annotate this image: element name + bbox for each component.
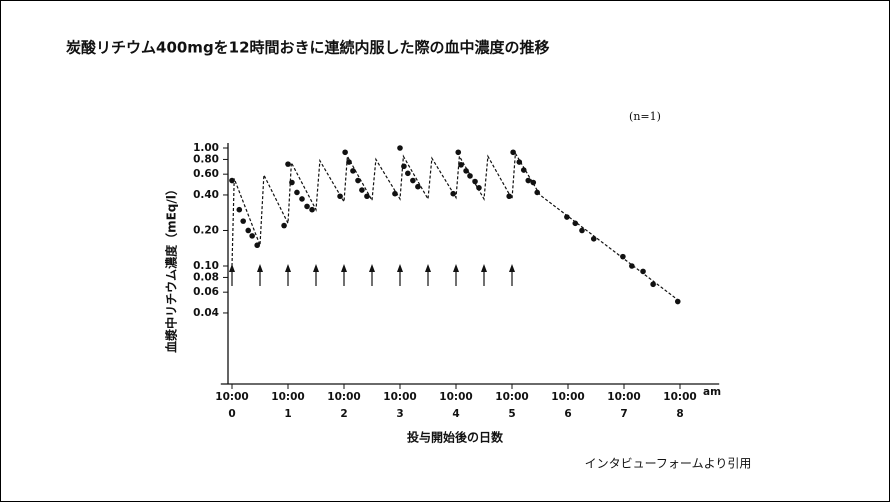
data-point xyxy=(240,218,246,224)
data-point xyxy=(640,268,646,275)
source-note: インタビューフォームより引用 xyxy=(585,457,752,471)
x-tick-label: 1 xyxy=(284,408,291,420)
data-point xyxy=(254,242,260,249)
data-point xyxy=(309,206,315,213)
data-point xyxy=(510,149,516,156)
x-tick-time-label: 10:00 xyxy=(383,391,416,403)
y-tick-label: 1.00 xyxy=(193,142,219,154)
y-tick-label: 0.80 xyxy=(193,153,219,165)
dose-arrow-head xyxy=(397,264,403,272)
data-point xyxy=(415,183,421,190)
dose-arrow-head xyxy=(285,264,291,272)
data-point xyxy=(476,184,482,191)
y-tick-label: 0.06 xyxy=(193,286,219,298)
x-unit-label: am xyxy=(703,386,721,398)
data-point xyxy=(674,298,681,305)
data-point xyxy=(249,233,255,239)
x-tick-time-label: 10:00 xyxy=(439,391,472,403)
data-point xyxy=(530,179,537,186)
dose-arrow-head xyxy=(425,264,431,272)
chart-title: 炭酸リチウム400mgを12時間おきに連続内服した際の血中濃度の推移 xyxy=(66,39,550,57)
x-tick-time-label: 10:00 xyxy=(215,391,248,403)
dose-arrow-head xyxy=(341,264,347,272)
y-tick-label: 0.10 xyxy=(193,260,219,272)
data-point xyxy=(650,281,656,288)
data-point xyxy=(410,177,416,184)
data-point xyxy=(299,196,305,202)
data-point xyxy=(355,177,361,184)
x-tick-time-label: 10:00 xyxy=(495,391,528,403)
data-point xyxy=(401,163,407,170)
data-point xyxy=(579,227,585,234)
data-point xyxy=(236,206,243,213)
x-tick-time-label: 10:00 xyxy=(551,391,584,403)
data-point xyxy=(590,236,597,242)
x-tick-time-label: 10:00 xyxy=(327,391,360,403)
data-point xyxy=(564,214,570,220)
x-tick-label: 8 xyxy=(676,408,683,420)
data-point xyxy=(285,161,291,167)
x-tick-label: 4 xyxy=(452,408,459,420)
data-point xyxy=(467,173,473,179)
y-tick-label: 0.40 xyxy=(193,189,219,201)
data-point xyxy=(463,168,469,174)
data-point xyxy=(516,159,523,165)
y-tick-label: 0.04 xyxy=(193,307,219,319)
data-point xyxy=(472,178,478,185)
data-point xyxy=(572,220,579,227)
dose-arrow-head xyxy=(313,264,319,272)
data-point xyxy=(350,168,356,174)
y-tick-label: 0.20 xyxy=(193,224,219,236)
data-point xyxy=(346,159,352,165)
data-point xyxy=(392,190,398,197)
data-point xyxy=(455,149,462,156)
data-point xyxy=(245,227,252,234)
y-axis-label: 血漿中リチウム濃度（mEq/l） xyxy=(164,183,179,353)
data-point xyxy=(629,263,635,269)
data-point xyxy=(337,193,343,200)
data-point xyxy=(304,203,310,210)
data-point xyxy=(458,162,464,168)
x-tick-label: 5 xyxy=(508,408,515,420)
data-point xyxy=(294,189,300,196)
data-point xyxy=(359,187,365,193)
x-tick-label: 0 xyxy=(228,408,235,420)
x-tick-time-label: 10:00 xyxy=(607,391,640,403)
data-point xyxy=(520,167,527,173)
data-point xyxy=(534,189,540,196)
y-tick-label: 0.60 xyxy=(193,168,219,180)
y-tick-label: 0.08 xyxy=(193,271,219,283)
data-point xyxy=(281,222,287,229)
data-point xyxy=(620,253,626,260)
x-tick-label: 7 xyxy=(620,408,627,420)
data-point xyxy=(525,177,532,184)
x-tick-label: 6 xyxy=(564,408,571,420)
x-tick-time-label: 10:00 xyxy=(663,391,696,403)
x-axis-label: 投与開始後の日数 xyxy=(407,430,504,445)
data-point xyxy=(405,170,411,177)
data-point xyxy=(342,149,348,156)
dose-arrow-head xyxy=(509,264,515,272)
dose-arrow-head xyxy=(369,264,375,272)
dose-arrow-head xyxy=(481,264,487,272)
sample-size-note: (n=1) xyxy=(629,110,661,123)
x-tick-time-label: 10:00 xyxy=(271,391,304,403)
data-point xyxy=(450,190,457,197)
dose-arrow-head xyxy=(453,264,459,272)
x-tick-label: 3 xyxy=(396,408,403,420)
data-point xyxy=(289,179,295,186)
dose-arrow-head xyxy=(229,264,235,272)
data-point xyxy=(364,193,370,200)
x-tick-label: 2 xyxy=(340,408,347,420)
dose-arrow-head xyxy=(257,264,263,272)
data-point xyxy=(506,193,512,200)
data-point xyxy=(397,145,403,151)
data-point xyxy=(229,177,235,184)
